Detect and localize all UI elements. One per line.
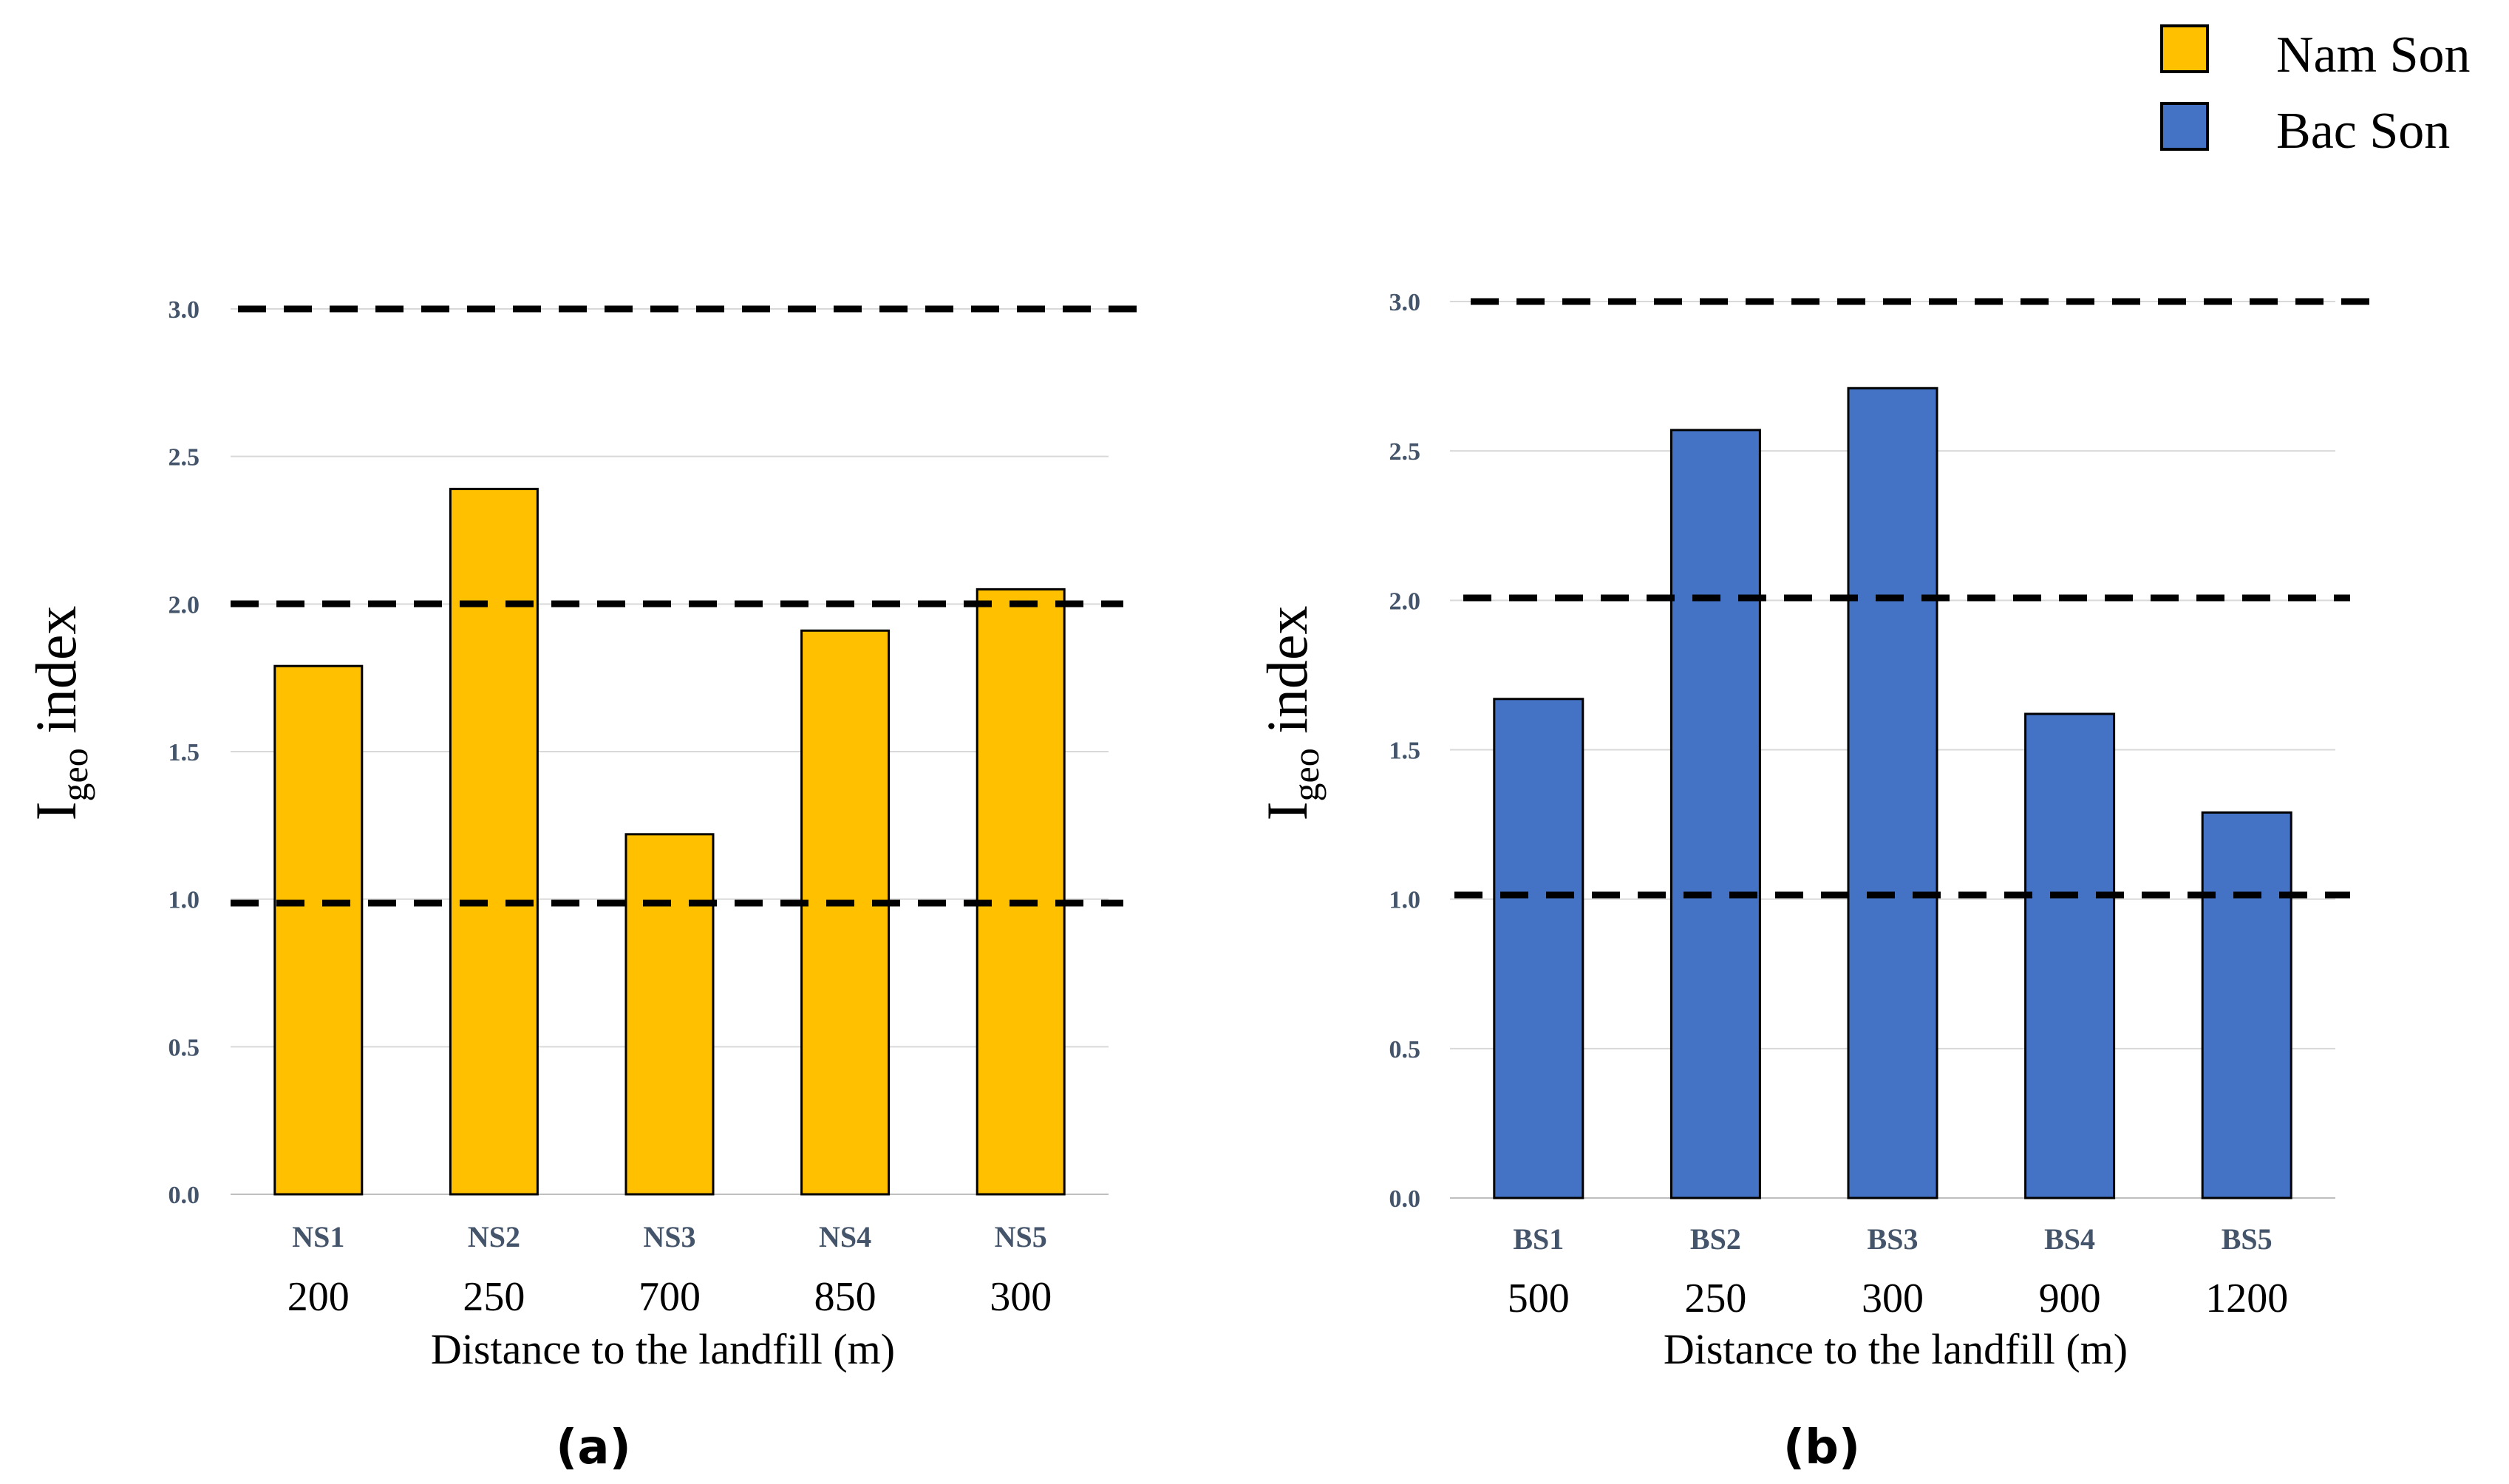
distance-label: 500 — [1508, 1276, 1570, 1321]
y-tick-label: 0.0 — [1389, 1185, 1421, 1213]
reference-lines-b — [1454, 298, 2372, 899]
bar-ns2 — [449, 488, 539, 1196]
y-ticks-b: 0.0 0.5 1.0 1.5 2.0 2.5 3.0 — [1389, 289, 1421, 1213]
distance-label: 850 — [814, 1274, 876, 1320]
bar-bs4 — [2024, 712, 2116, 1199]
y-axis-label-b: Igeo index — [1255, 606, 1327, 821]
category-label: BS2 — [1690, 1222, 1741, 1256]
legend-label-nam-son: Nam Son — [2276, 27, 2471, 84]
chart-panel-b: 0.0 0.5 1.0 1.5 2.0 2.5 3.0 BS1 500 BS2 250 BS3 300… — [1255, 289, 2372, 1475]
y-tick-label: 0.0 — [168, 1182, 200, 1209]
x-categories-b: BS1 500 BS2 250 BS3 300 BS4 900 BS5 1200 — [1508, 1222, 2288, 1321]
x-axis-label-a: Distance to the landfill (m) — [431, 1325, 895, 1373]
bar-bs5 — [2201, 811, 2292, 1199]
legend-swatch-nam-son — [2160, 24, 2209, 73]
y-tick-label: 2.0 — [1389, 588, 1421, 615]
bar-bs1 — [1493, 698, 1584, 1199]
y-tick-label: 2.5 — [1389, 438, 1421, 466]
y-tick-label: 3.0 — [168, 296, 200, 324]
distance-label: 250 — [463, 1274, 525, 1320]
category-label: NS4 — [819, 1220, 871, 1253]
y-tick-label: 1.5 — [168, 739, 200, 766]
category-label: NS2 — [468, 1220, 520, 1253]
y-axis-label-a: Igeo index — [24, 606, 95, 821]
panel-label-a: (a) — [556, 1420, 631, 1475]
bar-bs2 — [1669, 429, 1761, 1199]
legend: Nam Son Bac Son — [2160, 24, 2471, 160]
distance-label: 300 — [990, 1274, 1052, 1320]
distance-label: 900 — [2039, 1276, 2101, 1321]
bar-ns4 — [800, 629, 891, 1196]
x-categories-a: NS1 200 NS2 250 NS3 700 NS4 850 NS5 300 — [287, 1220, 1052, 1320]
y-ticks-a: 0.0 0.5 1.0 1.5 2.0 2.5 3.0 — [168, 296, 200, 1209]
distance-label: 250 — [1684, 1276, 1746, 1321]
category-label: BS5 — [2222, 1222, 2273, 1256]
y-tick-label: 1.0 — [168, 887, 200, 914]
category-label: NS1 — [292, 1220, 344, 1253]
legend-swatch-bac-son — [2160, 102, 2209, 151]
reference-lines-a — [231, 305, 1145, 907]
bars-a — [273, 488, 1066, 1196]
x-axis-label-b: Distance to the landfill (m) — [1664, 1325, 2128, 1373]
distance-label: 700 — [639, 1274, 701, 1320]
y-tick-label: 1.5 — [1389, 738, 1421, 765]
bars-b — [1493, 387, 2292, 1199]
bar-ns1 — [273, 664, 364, 1196]
y-tick-label: 3.0 — [1389, 289, 1421, 316]
chart-panel-a: 0.0 0.5 1.0 1.5 2.0 2.5 3.0 NS1 200 NS2 250 NS3 700… — [24, 296, 1145, 1475]
bar-bs3 — [1847, 387, 1938, 1199]
y-tick-label: 0.5 — [1389, 1036, 1421, 1063]
y-tick-label: 2.5 — [168, 444, 200, 472]
y-tick-label: 2.0 — [168, 591, 200, 619]
category-label: NS3 — [643, 1220, 695, 1253]
y-tick-label: 0.5 — [168, 1034, 200, 1061]
distance-label: 1200 — [2205, 1276, 2288, 1321]
bar-ns3 — [624, 833, 715, 1196]
legend-label-bac-son: Bac Son — [2276, 103, 2450, 160]
category-label: BS3 — [1868, 1222, 1919, 1256]
bar-ns5 — [976, 588, 1066, 1196]
category-label: NS5 — [995, 1220, 1047, 1253]
category-label: BS1 — [1513, 1222, 1564, 1256]
distance-label: 300 — [1862, 1276, 1924, 1321]
distance-label: 200 — [287, 1274, 350, 1320]
panel-label-b: (b) — [1783, 1420, 1860, 1475]
category-label: BS4 — [2044, 1222, 2095, 1256]
y-tick-label: 1.0 — [1389, 887, 1421, 914]
